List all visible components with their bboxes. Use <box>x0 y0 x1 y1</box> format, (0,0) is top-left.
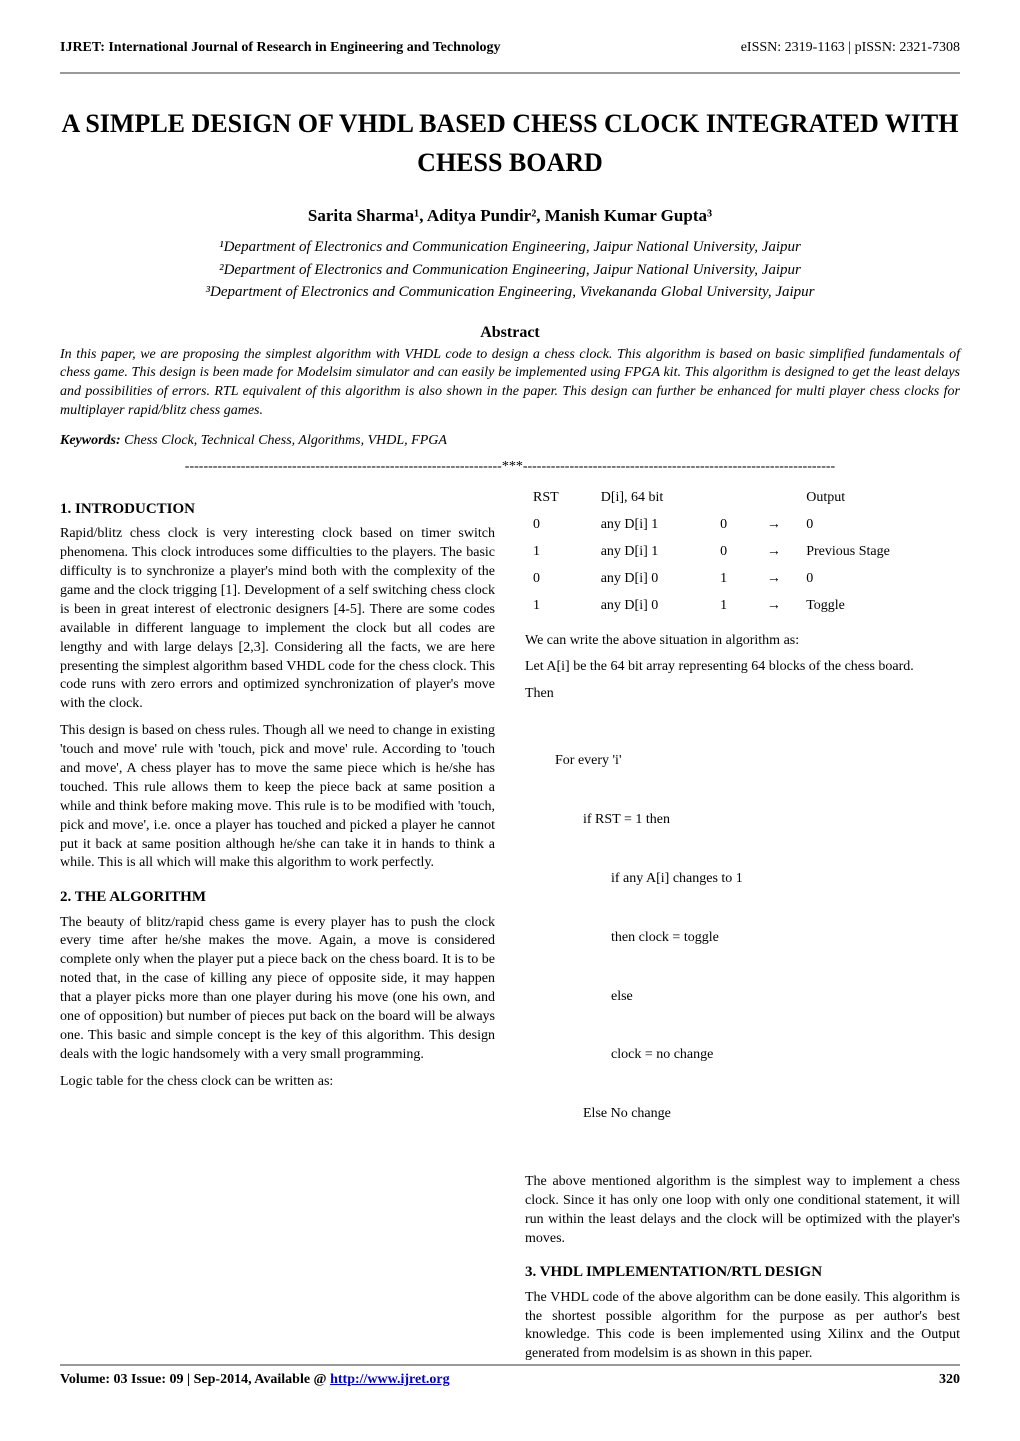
affiliation-2: ²Department of Electronics and Communica… <box>60 259 960 282</box>
after-pseudocode-para: The above mentioned algorithm is the sim… <box>525 1173 960 1249</box>
table-header-row: RST D[i], 64 bit Output <box>525 485 960 512</box>
affiliation-3: ³Department of Electronics and Communica… <box>60 281 960 304</box>
arrow-icon: → <box>749 593 798 620</box>
two-column-body: 1. INTRODUCTION Rapid/blitz chess clock … <box>60 485 960 1372</box>
table-row: 0 any D[i] 1 0 → 0 <box>525 512 960 539</box>
page-footer: Volume: 03 Issue: 09 | Sep-2014, Availab… <box>60 1364 960 1388</box>
pseudo-line: For every 'i' <box>555 751 960 771</box>
footer-issue: Volume: 03 Issue: 09 | Sep-2014, Availab… <box>60 1372 450 1388</box>
affiliation-1: ¹Department of Electronics and Communica… <box>60 236 960 259</box>
keywords: Keywords: Chess Clock, Technical Chess, … <box>60 433 960 449</box>
section-1-para-1: Rapid/blitz chess clock is very interest… <box>60 525 495 714</box>
journal-name: IJRET: International Journal of Research… <box>60 40 501 56</box>
authors-line: Sarita Sharma¹, Aditya Pundir², Manish K… <box>60 206 960 226</box>
table-row: 0 any D[i] 0 1 → 0 <box>525 566 960 593</box>
paper-title: A SIMPLE DESIGN OF VHDL BASED CHESS CLOC… <box>60 104 960 182</box>
journal-issn: eISSN: 2319-1163 | pISSN: 2321-7308 <box>741 40 960 56</box>
th-rst: RST <box>525 485 593 512</box>
abstract-heading: Abstract <box>60 324 960 342</box>
section-3-heading: 3. VHDL IMPLEMENTATION/RTL DESIGN <box>525 1262 960 1282</box>
table-row: 1 any D[i] 0 1 → Toggle <box>525 593 960 620</box>
arrow-icon: → <box>749 512 798 539</box>
th-arrow <box>749 485 798 512</box>
affiliations: ¹Department of Electronics and Communica… <box>60 236 960 304</box>
pseudocode-block: For every 'i' if RST = 1 then if any A[i… <box>555 712 960 1163</box>
pseudo-line: else <box>555 987 960 1007</box>
keywords-text: Chess Clock, Technical Chess, Algorithms… <box>121 433 447 448</box>
th-di: D[i], 64 bit <box>593 485 750 512</box>
after-table-line-2: Let A[i] be the 64 bit array representin… <box>525 658 960 677</box>
pseudo-line: if any A[i] changes to 1 <box>555 869 960 889</box>
section-2-para-2: Logic table for the chess clock can be w… <box>60 1073 495 1092</box>
table-row: 1 any D[i] 1 0 → Previous Stage <box>525 539 960 566</box>
pseudo-line: clock = no change <box>555 1045 960 1065</box>
section-divider: ----------------------------------------… <box>60 459 960 475</box>
section-2-heading: 2. THE ALGORITHM <box>60 887 495 907</box>
arrow-icon: → <box>749 539 798 566</box>
abstract-text: In this paper, we are proposing the simp… <box>60 346 960 422</box>
journal-header: IJRET: International Journal of Research… <box>60 40 960 74</box>
th-output: Output <box>798 485 960 512</box>
pseudo-line: then clock = toggle <box>555 928 960 948</box>
after-table-line-1: We can write the above situation in algo… <box>525 632 960 651</box>
section-3-para-1: The VHDL code of the above algorithm can… <box>525 1289 960 1365</box>
section-1-para-2: This design is based on chess rules. Tho… <box>60 722 495 873</box>
footer-url-link[interactable]: http://www.ijret.org <box>330 1372 450 1387</box>
section-2-para-1: The beauty of blitz/rapid chess game is … <box>60 914 495 1065</box>
keywords-label: Keywords: <box>60 433 121 448</box>
left-column: 1. INTRODUCTION Rapid/blitz chess clock … <box>60 485 495 1372</box>
arrow-icon: → <box>749 566 798 593</box>
section-1-heading: 1. INTRODUCTION <box>60 499 495 519</box>
logic-table: RST D[i], 64 bit Output 0 any D[i] 1 0 →… <box>525 485 960 619</box>
pseudo-line: Else No change <box>555 1104 960 1124</box>
right-column: RST D[i], 64 bit Output 0 any D[i] 1 0 →… <box>525 485 960 1372</box>
pseudo-line: if RST = 1 then <box>555 810 960 830</box>
footer-page-number: 320 <box>939 1372 960 1388</box>
then-label: Then <box>525 685 960 704</box>
